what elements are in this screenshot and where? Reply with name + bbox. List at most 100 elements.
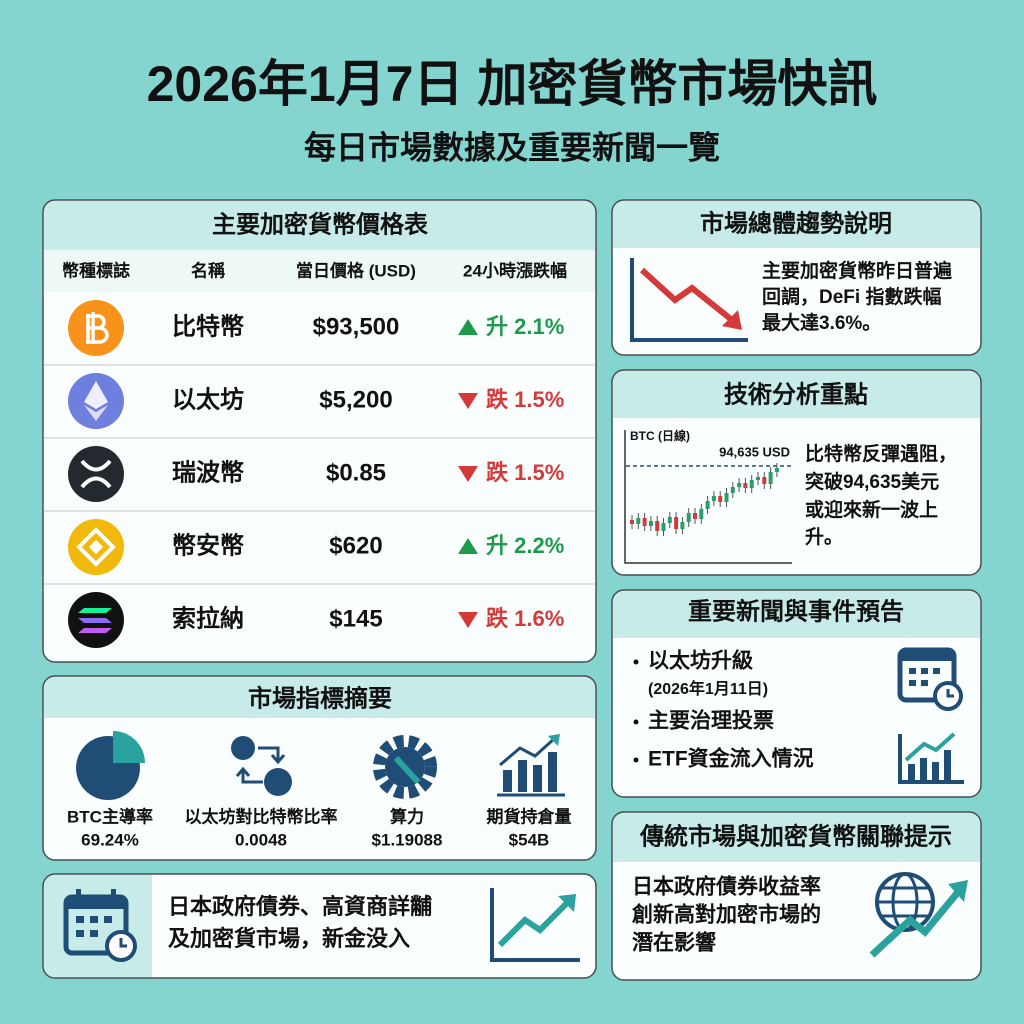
coin-price: $0.85 [326, 459, 386, 486]
level-label: 94,635 USD [719, 444, 790, 459]
trend-line: 回調，DeFi 指數跌幅 [762, 285, 941, 308]
candle-body [686, 513, 691, 522]
candle-body [642, 518, 647, 526]
coin-price: $145 [329, 605, 382, 632]
column-label: 當日價格 (USD) [296, 260, 416, 280]
panel-title: 市場總體趨勢說明 [700, 209, 892, 237]
candle-body [699, 509, 704, 519]
correlation-line: 潛在影響 [632, 931, 716, 955]
candle-body [749, 480, 754, 488]
panel-title: 主要加密貨幣價格表 [212, 210, 429, 238]
technical-line: 升。 [805, 526, 843, 548]
sol-logo [68, 592, 124, 648]
news-item: 以太坊升級 [648, 649, 753, 673]
panel-header [613, 371, 980, 418]
up-arrow [458, 319, 478, 335]
eth-logo [68, 373, 124, 429]
panel [611, 369, 982, 576]
indicator-value: $54B [509, 830, 550, 849]
mini-axis [624, 430, 792, 564]
calendar-icon [897, 647, 963, 711]
panel-header [613, 201, 980, 248]
candle-body [674, 517, 679, 529]
coin-change: 跌 1.5% [486, 387, 564, 412]
panel-header [613, 813, 980, 862]
news-item: ETF資金流入情況 [648, 747, 814, 771]
column-label: 名稱 [191, 260, 225, 280]
candle-body [718, 496, 723, 502]
candle-body [636, 518, 641, 524]
news-item: 主要治理投票 [648, 709, 774, 733]
banner-side [44, 875, 152, 977]
down-arrow [458, 466, 478, 482]
panel-title: 技術分析重點 [724, 380, 868, 408]
bnb-logo [68, 519, 124, 575]
coin-name: 比特幣 [172, 313, 244, 340]
btc-logo [68, 300, 124, 356]
coin-price: $620 [329, 532, 382, 559]
candle-body [724, 493, 729, 502]
coin-price: $5,200 [319, 386, 392, 413]
panel [611, 589, 982, 798]
bullet [633, 719, 639, 725]
mini-candles [630, 463, 779, 536]
news-item: (2026年1月11日) [648, 679, 768, 698]
column-label: 幣種標誌 [62, 260, 130, 280]
subtitle: 每日市場數據及重要新聞一覽 [304, 129, 720, 165]
gear-icon [373, 735, 437, 799]
down-arrow [458, 393, 478, 409]
banner-line: 日本政府債券、高資商詳黼 [168, 894, 432, 919]
pie-icon [76, 731, 145, 800]
indicator-label: 期貨持倉量 [487, 806, 572, 826]
indicators-panel: 市場指標摘要 BTC主導率 69.24% 以太坊對比特幣比率 0.0048 算力… [42, 675, 597, 861]
coin-name: 以太坊 [172, 385, 244, 413]
candle-body [667, 517, 672, 523]
correlation-panel: 傳統市場與加密貨幣關聯提示 日本政府債券收益率 創新高對加密市場的 潛在影響 [611, 811, 982, 981]
coin-name: 瑞波幣 [172, 459, 244, 486]
trend-panel: 市場總體趨勢說明 主要加密貨幣昨日普遍 回調，DeFi 指數跌幅 最大達3.6%… [611, 199, 982, 356]
candle-body [737, 483, 742, 487]
correlation-line: 日本政府債券收益率 [632, 875, 821, 899]
panel-header [613, 591, 980, 638]
bullet [633, 757, 639, 763]
candle-body [756, 477, 760, 480]
panel-header [44, 677, 595, 718]
candle-body [648, 521, 653, 526]
indicator-label: BTC主導率 [67, 806, 153, 826]
title: 2026年1月7日 加密貨幣市場快訊 [147, 56, 878, 112]
up-arrow [458, 538, 478, 554]
column-header [44, 250, 595, 292]
trend-line: 最大達3.6%。 [762, 311, 881, 334]
panel-header [44, 201, 595, 250]
row-separators [44, 364, 595, 585]
candle-body [743, 483, 748, 488]
column-label: 24小時漲跌幅 [463, 260, 567, 280]
globe-icon [869, 872, 968, 958]
bullet [633, 659, 639, 665]
coin-change: 升 2.2% [486, 533, 564, 558]
coin-name: 幣安幣 [172, 531, 244, 559]
candle-body [774, 468, 779, 472]
panel-title: 市場指標摘要 [248, 684, 392, 712]
banner-panel: 日本政府債券、高資商詳黼 及加密貨市場，新金没入 [42, 873, 597, 979]
technical-line: 突破94,635美元 [805, 470, 939, 493]
price-panel: 主要加密貨幣價格表 幣種標誌 名稱 當日價格 (USD) 24小時漲跌幅 比特幣… [42, 199, 597, 663]
indicator-value: $1.19088 [372, 830, 443, 849]
candle-body [655, 521, 660, 531]
banner-line: 及加密貨市場，新金没入 [168, 926, 410, 951]
indicator-label: 以太坊對比特幣比率 [185, 806, 338, 826]
coin-name: 索拉納 [172, 604, 244, 632]
candle-body [693, 513, 697, 519]
panel-title: 重要新聞與事件預告 [688, 597, 904, 625]
chart-label: BTC (日線) [630, 428, 690, 443]
trend-down-icon [630, 258, 748, 342]
calendar-icon [63, 889, 137, 962]
correlation-line: 創新高對加密市場的 [632, 903, 821, 927]
swap-icon [231, 736, 292, 796]
indicator-value: 69.24% [81, 830, 139, 849]
candle-body [630, 520, 634, 524]
coin-change: 跌 1.6% [486, 606, 564, 631]
panel [42, 199, 597, 663]
